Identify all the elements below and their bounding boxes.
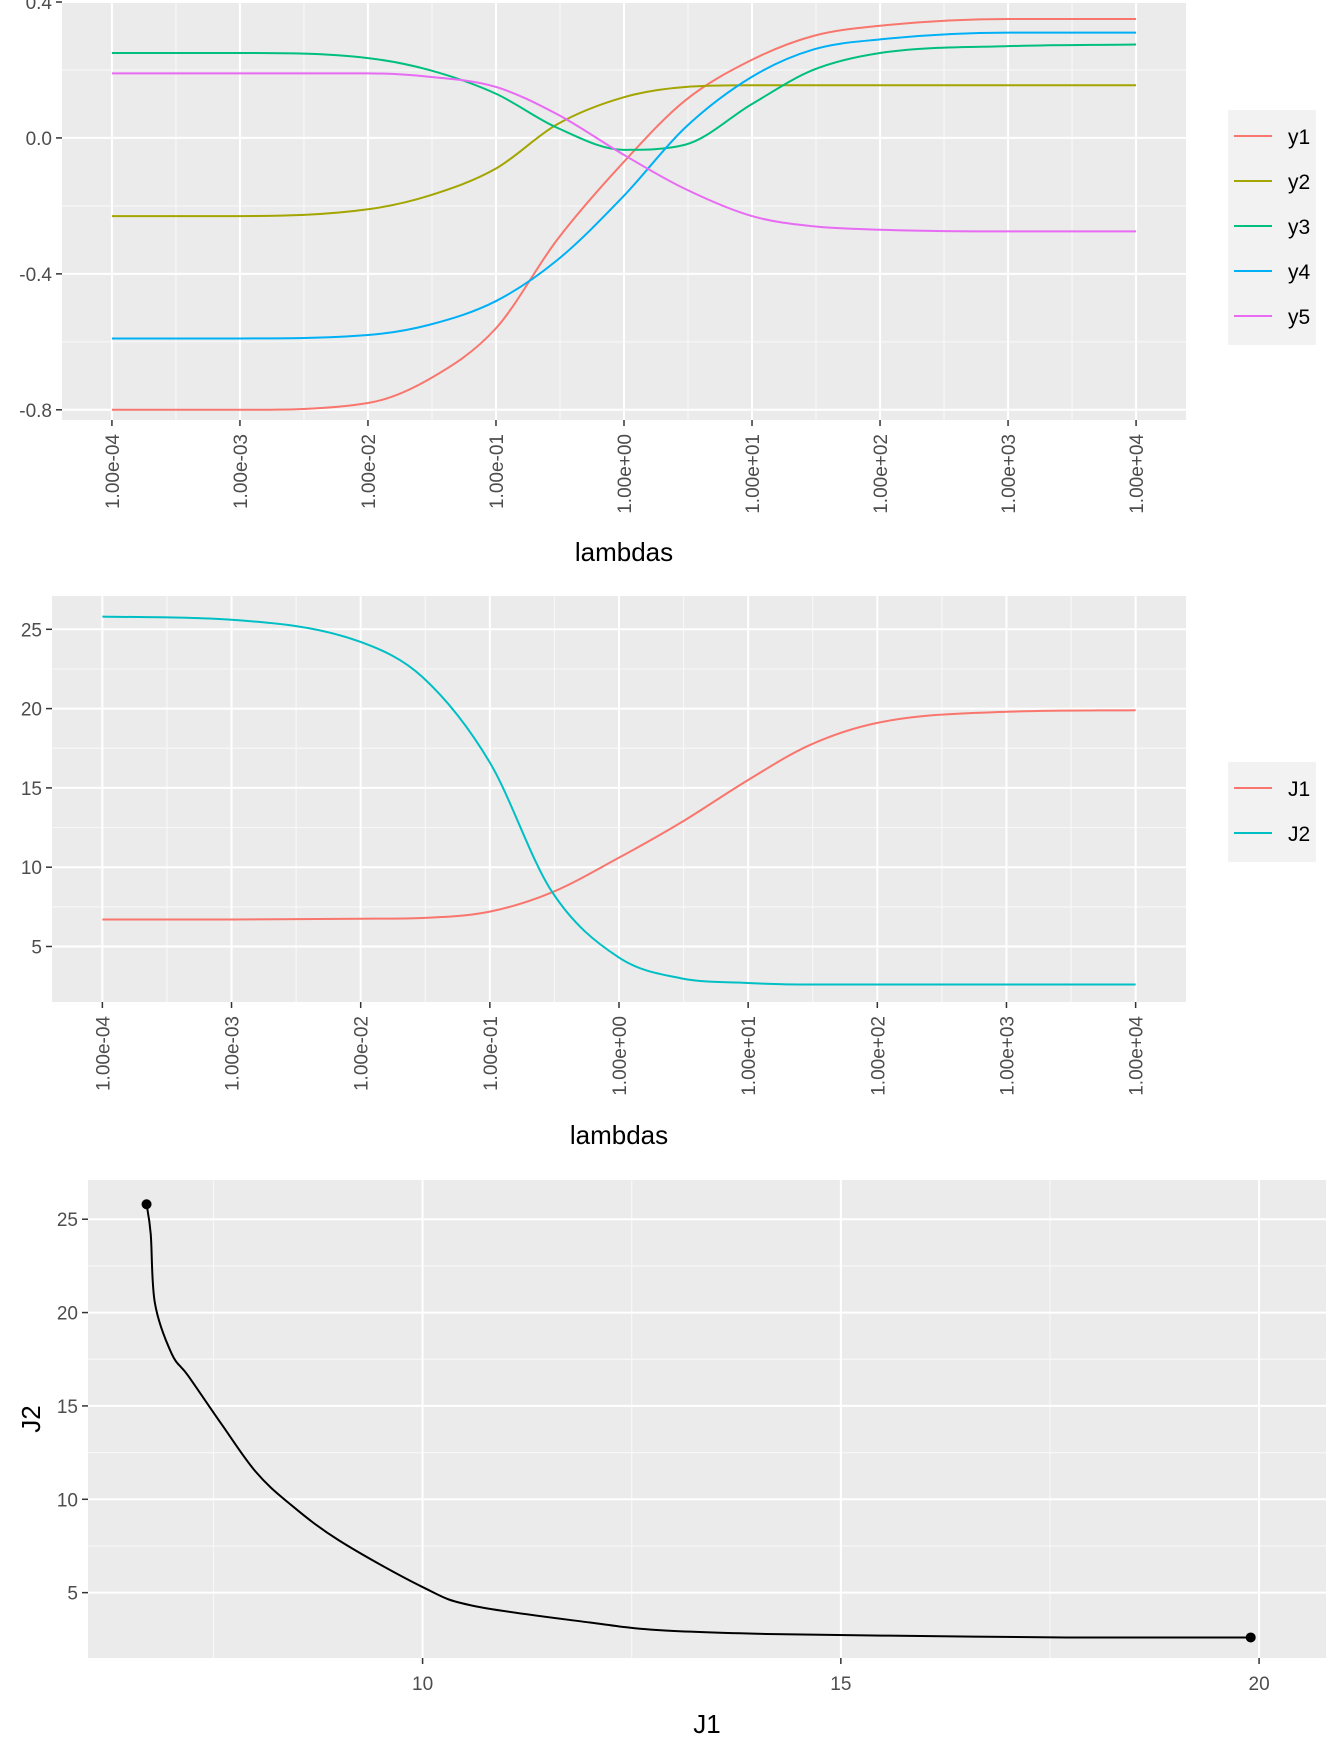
x-tick-label: 15 xyxy=(830,1674,851,1695)
y-tick-label: 25 xyxy=(57,1210,78,1231)
x-tick-label: 1.00e+03 xyxy=(997,1016,1018,1096)
x-tick-label: 1.00e-04 xyxy=(103,434,124,509)
legend-background xyxy=(1228,762,1316,862)
y-tick-label: 5 xyxy=(67,1584,78,1605)
x-axis-title: lambdas xyxy=(575,537,673,567)
x-tick-label: 10 xyxy=(412,1674,433,1695)
y-tick-label: 0.0 xyxy=(26,129,52,150)
series-line-J2 xyxy=(102,615,1136,986)
legend: y1 y2 y3 y4 y5 xyxy=(1228,110,1316,345)
x-tick-label: 1.00e+01 xyxy=(739,1016,760,1096)
x-tick-label: 20 xyxy=(1249,1674,1270,1695)
y-tick-label: 15 xyxy=(57,1397,78,1418)
chart-2: 5 10 15 20 25 1.00e-04 1.00e-03 1.00e-02 1.00e-0… xyxy=(21,596,1316,1150)
chart-3: 5 10 15 20 25 10 15 20 J1 J2 xyxy=(16,1180,1326,1739)
series-line-y4 xyxy=(111,31,1137,340)
legend-label-J1: J1 xyxy=(1288,778,1310,801)
series-line-y2 xyxy=(111,84,1137,218)
pareto-curve xyxy=(145,1204,1251,1639)
chart-1: -0.8 -0.4 0.0 0.4 1.00e-04 1.00e-03 1.00e-02 1.… xyxy=(19,0,1316,567)
series-line-y1 xyxy=(111,17,1137,411)
series-line-J1 xyxy=(102,709,1136,921)
x-axis-title: lambdas xyxy=(570,1120,668,1150)
y-tick-label: -0.4 xyxy=(19,265,52,286)
legend-label-y3: y3 xyxy=(1288,216,1310,239)
y-tick-label: 10 xyxy=(57,1490,78,1511)
legend-background xyxy=(1228,110,1316,345)
series-line-y3 xyxy=(111,43,1137,151)
endpoint-marker xyxy=(1245,1632,1256,1643)
y-tick-label: 20 xyxy=(57,1304,78,1325)
legend-label-y4: y4 xyxy=(1288,261,1311,284)
x-tick-label: 1.00e-01 xyxy=(481,1016,502,1091)
y-tick-label: 5 xyxy=(31,937,42,958)
x-tick-label: 1.00e-04 xyxy=(93,1016,114,1091)
x-tick-label: 1.00e+02 xyxy=(871,434,892,514)
endpoint-marker xyxy=(141,1199,152,1210)
legend-label-y2: y2 xyxy=(1288,171,1310,194)
legend-label-J2: J2 xyxy=(1288,823,1310,846)
x-tick-label: 1.00e-02 xyxy=(352,1016,373,1091)
x-tick-label: 1.00e-03 xyxy=(231,434,252,509)
x-tick-label: 1.00e-01 xyxy=(487,434,508,509)
legend-label-y1: y1 xyxy=(1288,126,1310,149)
series-line-y5 xyxy=(111,72,1137,233)
x-tick-label: 1.00e+04 xyxy=(1127,1016,1148,1096)
legend-label-y5: y5 xyxy=(1288,306,1310,329)
x-tick-label: 1.00e+00 xyxy=(615,434,636,514)
x-axis-title: J1 xyxy=(693,1709,720,1739)
x-tick-label: 1.00e-02 xyxy=(359,434,380,509)
x-tick-label: 1.00e+01 xyxy=(743,434,764,514)
y-tick-label: 0.4 xyxy=(26,0,53,14)
x-tick-label: 1.00e+04 xyxy=(1127,434,1148,514)
x-tick-label: 1.00e+02 xyxy=(868,1016,889,1096)
y-tick-label: -0.8 xyxy=(19,401,52,422)
plot-panel xyxy=(88,1180,1326,1658)
x-tick-label: 1.00e+00 xyxy=(610,1016,631,1096)
y-tick-label: 15 xyxy=(21,779,42,800)
y-tick-label: 25 xyxy=(21,620,42,641)
y-tick-label: 20 xyxy=(21,700,42,721)
legend: J1 J2 xyxy=(1228,762,1316,862)
x-tick-label: 1.00e-03 xyxy=(223,1016,244,1091)
y-tick-label: 10 xyxy=(21,858,42,879)
x-tick-label: 1.00e+03 xyxy=(999,434,1020,514)
y-axis-title: J2 xyxy=(16,1405,46,1432)
